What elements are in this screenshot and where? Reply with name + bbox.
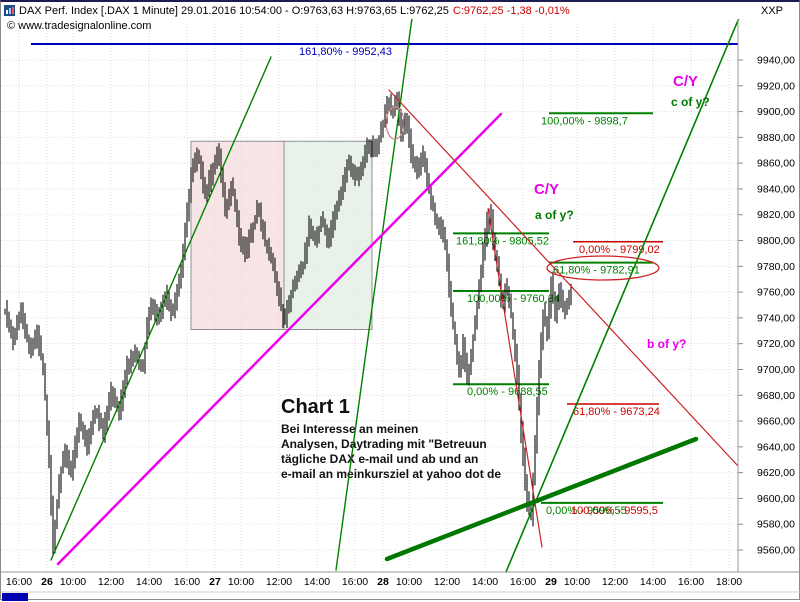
window-titlebar: DAX Perf. Index [.DAX 1 Minute] 29.01.20… [1, 2, 799, 19]
price-axis-label: 9760,00 [757, 287, 795, 299]
time-axis-label: 14:00 [136, 576, 162, 588]
time-axis-label: 12:00 [602, 576, 628, 588]
price-axis-label: 9800,00 [757, 235, 795, 247]
price-axis-label: 9680,00 [757, 390, 795, 402]
annotation-text: Bei Interesse an meinen [281, 422, 418, 436]
time-axis-label: 16:00 [678, 576, 704, 588]
fib-layer: 161,80% - 9952,43 100,00% - 9898,7 161,80%… [31, 42, 738, 517]
annotation-text: e-mail an meinkursziel at yahoo dot de [281, 467, 501, 481]
trend-line [56, 112, 503, 566]
window-title: DAX Perf. Index [.DAX 1 Minute] 29.01.20… [19, 4, 449, 17]
copyright-label: © www.tradesignalonline.com [7, 20, 152, 32]
fib-level-label: 61,80% - 9782,91 [553, 265, 640, 277]
price-axis-label: 9660,00 [757, 416, 795, 428]
price-axis-label: 9900,00 [757, 106, 795, 118]
price-axis-label: 9620,00 [757, 467, 795, 479]
time-axis-label: 14:00 [304, 576, 330, 588]
time-axis-label: 14:00 [640, 576, 666, 588]
fib-level-label: 0,00% - 9688,55 [467, 386, 548, 398]
annotation-text: Chart 1 [281, 396, 350, 418]
annotation-text: tägliche DAX e-mail und ab und an [281, 452, 478, 466]
annotation-text: b of y? [647, 337, 686, 351]
app-icon [4, 5, 15, 16]
annotation-text: Analysen, Daytrading mit "Betreuun [281, 437, 487, 451]
time-axis-label: 12:00 [266, 576, 292, 588]
fib-level-label: 61,80% - 9673,24 [573, 406, 660, 418]
time-axis-label: 12:00 [434, 576, 460, 588]
scrollbar-thumb[interactable] [2, 593, 28, 601]
price-axis-label: 9840,00 [757, 183, 795, 195]
annotation-text: C/Y [534, 181, 559, 198]
time-axis-label: 14:00 [472, 576, 498, 588]
trend-line [388, 89, 739, 467]
time-axis-label: 10:00 [396, 576, 422, 588]
fib-level-label: 100,00% - 9760,84 [467, 293, 560, 305]
time-axis-label: 16:00 [6, 576, 32, 588]
analysis-box [190, 140, 285, 330]
analysis-ellipse [385, 106, 405, 140]
price-axis-label: 9580,00 [757, 519, 795, 531]
analysis-ellipse [546, 255, 660, 281]
price-axis-label: 9720,00 [757, 338, 795, 350]
fib-level-label: 100,00% - 9898,7 [541, 115, 628, 127]
time-axis-label: 16:00 [510, 576, 536, 588]
fib-level-label: 161,80% - 9952,43 [299, 46, 392, 58]
time-axis-label: 27 [209, 576, 221, 588]
time-axis-label: 26 [41, 576, 53, 588]
price-axis-label: 9820,00 [757, 209, 795, 221]
time-axis-label: 16:00 [174, 576, 200, 588]
price-axis-label: 9780,00 [757, 261, 795, 273]
fib-level-label: 161,80% - 9805,52 [456, 235, 549, 247]
window-title-quote: C:9762,25 -1,38 -0,01% [452, 4, 570, 17]
price-axis-label: 9700,00 [757, 364, 795, 376]
price-axis-label: 9560,00 [757, 544, 795, 556]
time-axis-label: 16:00 [342, 576, 368, 588]
trend-line [487, 208, 543, 548]
time-axis-label: 29 [545, 576, 557, 588]
time-axis-label: 18:00 [716, 576, 742, 588]
fib-level-label: 0,00% - 9596,55 [546, 505, 627, 517]
time-axis-label: 10:00 [228, 576, 254, 588]
trend-line [335, 17, 413, 571]
fib-level-label: 100,00% - 9595,5 [571, 505, 658, 517]
trend-line [384, 436, 699, 562]
axes: 9940,00 9920,00 9900,00 9880,00 9860,00 9840,… [1, 18, 800, 601]
time-axis-label: 12:00 [98, 576, 124, 588]
workspace-label: XXP [760, 4, 783, 17]
drawing-layer: C/Y c of y? C/Y a of y? b of y? [50, 17, 740, 573]
price-axis-label: 9600,00 [757, 493, 795, 505]
time-axis-label: 28 [377, 576, 389, 588]
analysis-boxes [190, 140, 373, 330]
time-axis-label: 10:00 [564, 576, 590, 588]
annotation-text: c of y? [671, 95, 710, 109]
time-axis-label: 10:00 [60, 576, 86, 588]
fib-level-label: 0,00% - 9799,02 [579, 244, 660, 256]
trend-line [50, 56, 272, 561]
trend-line [505, 17, 740, 573]
annotation-text: a of y? [535, 208, 574, 222]
price-axis-label: 9920,00 [757, 80, 795, 92]
price-axis-label: 9860,00 [757, 158, 795, 170]
price-axis-label: 9940,00 [757, 55, 795, 67]
annotation-text: C/Y [673, 73, 698, 90]
price-axis-label: 9640,00 [757, 441, 795, 453]
price-axis-label: 9740,00 [757, 312, 795, 324]
price-axis-label: 9880,00 [757, 132, 795, 144]
